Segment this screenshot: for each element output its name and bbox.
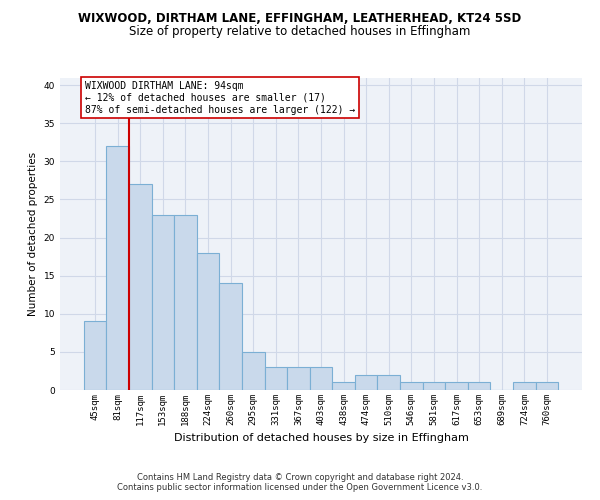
- Bar: [513, 382, 536, 390]
- Bar: [422, 382, 445, 390]
- Bar: [445, 382, 468, 390]
- Bar: [174, 214, 197, 390]
- Y-axis label: Number of detached properties: Number of detached properties: [28, 152, 38, 316]
- Bar: [332, 382, 355, 390]
- Bar: [400, 382, 422, 390]
- Bar: [355, 375, 377, 390]
- Text: WIXWOOD, DIRTHAM LANE, EFFINGHAM, LEATHERHEAD, KT24 5SD: WIXWOOD, DIRTHAM LANE, EFFINGHAM, LEATHE…: [79, 12, 521, 26]
- Bar: [310, 367, 332, 390]
- Bar: [106, 146, 129, 390]
- Bar: [152, 214, 174, 390]
- Bar: [242, 352, 265, 390]
- Text: Contains HM Land Registry data © Crown copyright and database right 2024.
Contai: Contains HM Land Registry data © Crown c…: [118, 473, 482, 492]
- Bar: [287, 367, 310, 390]
- Bar: [265, 367, 287, 390]
- Bar: [197, 253, 220, 390]
- X-axis label: Distribution of detached houses by size in Effingham: Distribution of detached houses by size …: [173, 434, 469, 444]
- Text: Size of property relative to detached houses in Effingham: Size of property relative to detached ho…: [130, 25, 470, 38]
- Bar: [220, 284, 242, 390]
- Bar: [377, 375, 400, 390]
- Bar: [84, 322, 106, 390]
- Bar: [536, 382, 558, 390]
- Text: WIXWOOD DIRTHAM LANE: 94sqm
← 12% of detached houses are smaller (17)
87% of sem: WIXWOOD DIRTHAM LANE: 94sqm ← 12% of det…: [85, 82, 355, 114]
- Bar: [129, 184, 152, 390]
- Bar: [468, 382, 490, 390]
